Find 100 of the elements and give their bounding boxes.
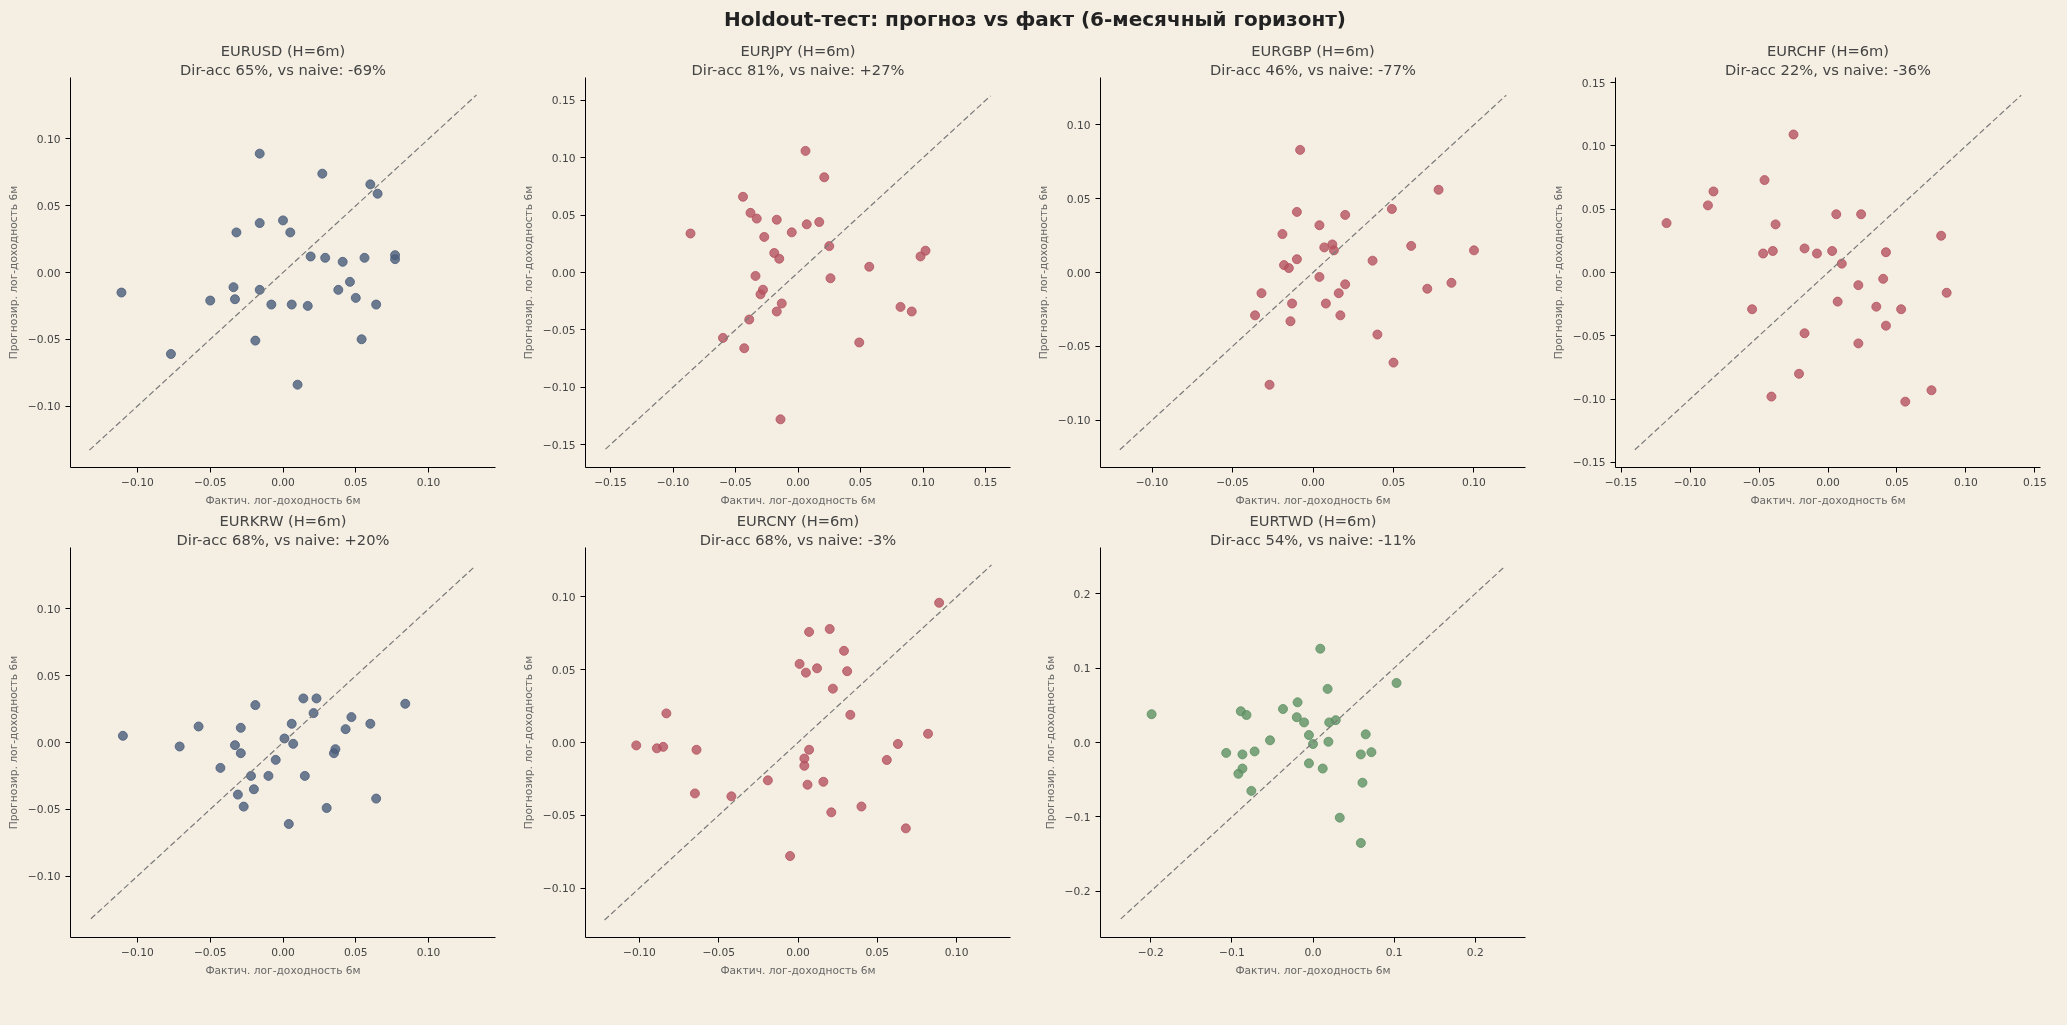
y-axis-title: Прогнозир. лог-доходность 6м <box>6 655 20 829</box>
x-tick-label: 0.10 <box>416 475 441 489</box>
y-tick-label: 0.10 <box>551 151 576 165</box>
y-tick-label: 0.00 <box>1581 266 1606 280</box>
y-tick-label: 0.05 <box>36 199 61 213</box>
x-tick-label: 0.05 <box>343 475 368 489</box>
y-tick-label: −0.1 <box>1064 810 1091 824</box>
chart-subtitle: Dir-acc 22%, vs naive: -36% <box>1725 60 1931 78</box>
y-tick-label: 0.00 <box>36 266 61 280</box>
x-tick-label: 0.05 <box>1885 475 1909 489</box>
x-tick-label: −0.1 <box>1218 945 1245 959</box>
x-tick-label: −0.10 <box>121 475 154 489</box>
x-tick-label: 0.10 <box>1462 475 1487 489</box>
x-axis-title: Фактич. лог-доходность 6м <box>720 963 876 977</box>
y-tick-label: 0.0 <box>1073 736 1091 750</box>
y-tick-label: 0.2 <box>1073 587 1091 601</box>
y-tick-label: 0.10 <box>1581 139 1606 153</box>
y-tick-label: 0.1 <box>1073 661 1091 675</box>
y-axis-title: Прогнозир. лог-доходность 6м <box>521 655 535 829</box>
x-tick-label: −0.10 <box>121 945 154 959</box>
chart-subtitle: Dir-acc 68%, vs naive: -3% <box>699 530 897 548</box>
y-axis-title: Прогнозир. лог-доходность 6м <box>1036 185 1050 359</box>
y-tick-label: −0.05 <box>27 802 61 816</box>
y-tick-label: 0.00 <box>551 736 576 750</box>
y-tick-label: −0.15 <box>542 438 576 452</box>
y-tick-label: 0.00 <box>551 266 576 280</box>
y-tick-label: −0.10 <box>1572 392 1606 406</box>
x-axis-title: Фактич. лог-доходность 6м <box>1235 493 1391 507</box>
x-tick-label: 0.15 <box>2023 475 2047 489</box>
x-tick-label: 0.05 <box>1381 475 1406 489</box>
y-tick-label: −0.10 <box>27 869 61 883</box>
chart-title: EURUSD (H=6m) <box>220 41 346 59</box>
y-axis-title: Прогнозир. лог-доходность 6м <box>1043 655 1057 829</box>
x-tick-label: 0.2 <box>1466 945 1484 959</box>
x-tick-label: 0.15 <box>973 475 998 489</box>
x-axis-title: Фактич. лог-доходность 6м <box>205 963 361 977</box>
chart-title: EURJPY (H=6m) <box>740 41 856 59</box>
y-tick-label: −0.10 <box>1057 413 1091 427</box>
x-tick-label: 0.1 <box>1385 945 1403 959</box>
x-tick-label: −0.05 <box>193 475 227 489</box>
chart-title: EURCNY (H=6m) <box>736 511 860 529</box>
y-tick-label: 0.15 <box>551 94 576 107</box>
x-tick-label: −0.05 <box>1216 475 1249 489</box>
x-tick-label: −0.15 <box>594 475 627 489</box>
x-axis-title: Фактич. лог-доходность 6м <box>205 493 361 507</box>
x-axis-title: Фактич. лог-доходность 6м <box>1235 963 1391 977</box>
x-tick-label: 0.00 <box>1816 475 1841 489</box>
y-tick-label: 0.00 <box>36 736 61 750</box>
y-tick-label: 0.05 <box>551 208 576 222</box>
x-tick-label: −0.10 <box>1673 475 1707 489</box>
y-tick-label: 0.10 <box>1066 118 1091 132</box>
x-tick-label: 0.10 <box>911 475 936 489</box>
x-tick-label: −0.10 <box>656 475 690 489</box>
chart-subtitle: Dir-acc 54%, vs naive: -11% <box>1210 530 1416 548</box>
x-tick-label: 0.00 <box>271 475 296 489</box>
y-tick-label: 0.10 <box>36 602 61 616</box>
chart-subtitle: Dir-acc 81%, vs naive: +27% <box>691 60 905 78</box>
x-tick-label: −0.15 <box>1604 475 1638 489</box>
x-tick-label: −0.05 <box>1742 475 1776 489</box>
x-tick-label: 0.05 <box>343 945 368 959</box>
y-tick-label: −0.10 <box>542 881 576 895</box>
y-tick-label: −0.05 <box>1057 339 1091 353</box>
x-tick-label: 0.00 <box>786 475 811 489</box>
x-tick-label: −0.05 <box>719 475 752 489</box>
x-tick-label: 0.0 <box>1304 945 1322 959</box>
chart-subtitle: Dir-acc 68%, vs naive: +20% <box>176 530 390 548</box>
y-tick-label: 0.05 <box>551 663 576 677</box>
x-tick-label: 0.00 <box>271 945 296 959</box>
x-tick-label: 0.10 <box>416 945 441 959</box>
y-tick-label: −0.05 <box>542 323 576 337</box>
text: Holdout-тест: прогноз vs факт (6-месячный горизонт) <box>724 6 1346 33</box>
chart-title: EURCHF (H=6m) <box>1766 41 1890 59</box>
chart-title: EURTWD (H=6m) <box>1249 511 1377 529</box>
y-tick-label: 0.05 <box>1066 192 1091 206</box>
chart-subtitle: Dir-acc 46%, vs naive: -77% <box>1210 60 1416 78</box>
x-tick-label: −0.2 <box>1137 945 1164 959</box>
x-tick-label: 0.00 <box>1301 475 1326 489</box>
y-axis-title: Прогнозир. лог-доходность 6м <box>1551 185 1565 359</box>
x-axis-title: Фактич. лог-доходность 6м <box>1750 493 1906 507</box>
y-tick-label: −0.05 <box>542 808 576 822</box>
y-tick-label: −0.05 <box>27 332 61 346</box>
x-tick-label: −0.05 <box>702 945 736 959</box>
x-tick-label: 0.10 <box>944 945 969 959</box>
y-tick-label: 0.15 <box>1581 76 1606 90</box>
x-tick-label: 0.00 <box>786 945 811 959</box>
y-tick-label: −0.10 <box>542 380 576 394</box>
y-tick-label: 0.05 <box>1581 202 1606 216</box>
y-tick-label: 0.00 <box>1066 266 1091 280</box>
x-tick-label: −0.05 <box>193 945 227 959</box>
x-axis-title: Фактич. лог-доходность 6м <box>720 493 876 507</box>
x-tick-label: 0.05 <box>865 945 890 959</box>
x-tick-label: −0.10 <box>1135 475 1169 489</box>
y-tick-label: −0.15 <box>1572 456 1606 469</box>
y-tick-label: 0.10 <box>551 590 576 604</box>
chart-title: EURKRW (H=6m) <box>219 511 347 529</box>
x-tick-label: 0.10 <box>1954 475 1979 489</box>
y-tick-label: −0.2 <box>1064 884 1091 898</box>
y-tick-label: −0.05 <box>1572 329 1606 343</box>
x-tick-label: 0.05 <box>848 475 873 489</box>
y-axis-title: Прогнозир. лог-доходность 6м <box>521 185 535 359</box>
